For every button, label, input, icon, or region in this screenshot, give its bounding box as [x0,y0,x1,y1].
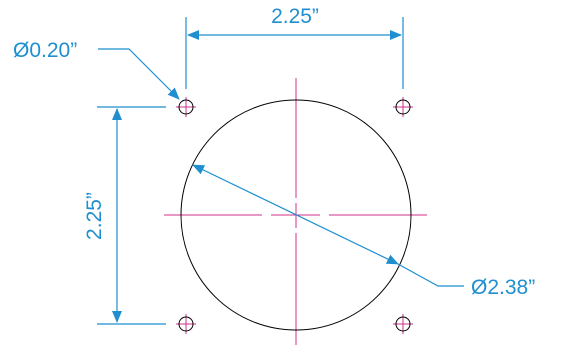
cutout-diameter-label: Ø2.38” [471,276,535,299]
vertical-dimension-label: 2.25” [83,192,106,240]
cutout-diameter-line [192,164,399,265]
mount-hole-bottom-left [178,316,194,332]
cutout-circle [180,99,412,331]
mount-hole-bottom-right [395,316,411,332]
horizontal-dimension-label: 2.25” [271,5,319,28]
mount-hole-top-right [395,99,411,115]
cutout-diameter-leader [397,263,464,287]
hole-diameter-leader [98,48,180,100]
mount-hole-diameter-label: Ø0.20” [13,39,77,62]
mount-hole-top-left [178,99,194,115]
